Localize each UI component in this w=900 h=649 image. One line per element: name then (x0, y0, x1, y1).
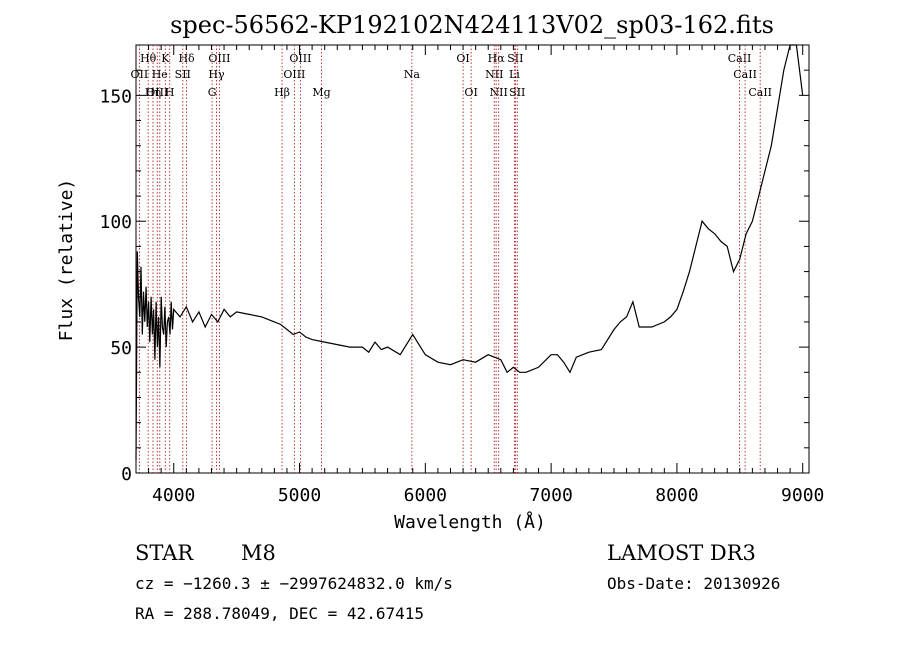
line-marker-label: Na (404, 68, 421, 81)
line-marker-label: OIII (283, 68, 305, 81)
line-marker-label: NII (485, 68, 503, 81)
spectrum-series-line (135, 44, 804, 461)
line-marker-label: H (165, 86, 175, 99)
line-marker-label: OI (456, 52, 469, 65)
chart-title: spec-56562-KP192102N424113V02_sp03-162.f… (170, 11, 774, 39)
line-marker-label: NII (490, 86, 508, 99)
x-tick-label: 5000 (278, 485, 321, 506)
line-marker-label: Hθ (140, 52, 157, 65)
line-marker-label: SII (507, 52, 523, 65)
line-marker-label: Mg (312, 86, 330, 99)
line-marker-label: Hγ (208, 68, 225, 81)
line-marker-label: OIII (208, 52, 230, 65)
plot-frame (135, 44, 810, 474)
redshift-info: cz = −1260.3 ± −2997624832.0 km/s (135, 574, 453, 593)
line-marker-label: OI (464, 86, 477, 99)
x-tick-label: 6000 (404, 485, 447, 506)
survey-name: LAMOST DR3 (607, 541, 756, 565)
y-tick-label: 0 (121, 464, 132, 485)
axis-ticks: 4000 5000 6000 7000 8000 9000 0 50 100 150 (99, 45, 824, 506)
obs-date: Obs-Date: 20130926 (607, 574, 780, 593)
x-tick-label: 8000 (655, 485, 698, 506)
y-tick-label: 50 (110, 338, 132, 359)
object-subclass: M8 (241, 541, 276, 565)
line-marker-label: Hδ (178, 52, 195, 65)
line-marker-label: He (152, 68, 168, 81)
x-tick-label: 4000 (152, 485, 195, 506)
line-marker-label: OIII (289, 52, 311, 65)
x-tick-label: 9000 (781, 485, 824, 506)
line-marker-label: CaII (748, 86, 772, 99)
line-marker-label: K (161, 52, 170, 65)
line-marker-label: CaII (728, 52, 752, 65)
line-marker-label: Hη (145, 86, 161, 99)
y-axis-label: Flux (relative) (56, 179, 77, 342)
x-axis-label: Wavelength (Å) (394, 511, 546, 533)
line-marker-label: Li (509, 68, 520, 81)
line-marker-label: Hβ (274, 86, 290, 99)
line-marker-label: SII (509, 86, 525, 99)
line-marker-label: OII (131, 68, 149, 81)
line-marker-label: G (208, 86, 217, 99)
object-class: STAR (135, 541, 194, 565)
line-marker-label: OIII (146, 86, 168, 99)
ra-dec-info: RA = 288.78049, DEC = 42.67415 (135, 604, 424, 623)
x-tick-label: 7000 (529, 485, 572, 506)
line-marker-label: Hα (488, 52, 506, 65)
y-tick-label: 150 (99, 86, 132, 107)
y-tick-label: 100 (99, 212, 132, 233)
line-marker-label: CaII (733, 68, 757, 81)
line-marker-label: SII (175, 68, 191, 81)
